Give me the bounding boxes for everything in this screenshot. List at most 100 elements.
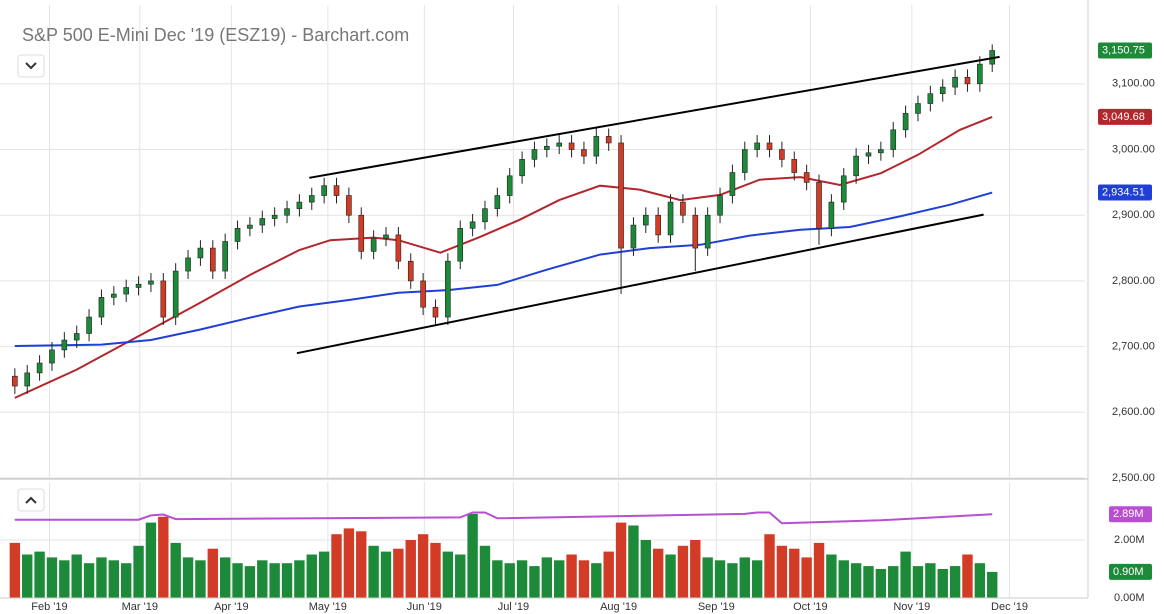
- volume-bar: [442, 551, 454, 598]
- volume-bar: [158, 516, 169, 598]
- volume-bar: [640, 540, 651, 598]
- volume-bar: [529, 566, 540, 598]
- x-tick-label: Oct '19: [793, 601, 828, 613]
- volume-bar: [83, 563, 95, 598]
- candle-body: [49, 349, 55, 364]
- volume-bar: [789, 548, 800, 598]
- y-tick-label: 2,700.00: [1112, 341, 1155, 353]
- volume-bar: [925, 563, 936, 598]
- volume-bar: [145, 522, 157, 598]
- volume-bar: [677, 545, 689, 598]
- candle-body: [160, 280, 167, 318]
- volume-bar: [257, 560, 268, 598]
- volume-bar: [46, 557, 58, 598]
- candle-body: [618, 142, 624, 249]
- candle-body: [469, 221, 476, 229]
- candle-body: [395, 234, 402, 262]
- volume-bar: [294, 560, 305, 598]
- marks: [9, 44, 1000, 598]
- x-tick-label: Nov '19: [893, 601, 930, 613]
- volume-bar: [306, 554, 317, 598]
- candle-body: [506, 175, 513, 196]
- volume-bar: [739, 557, 750, 598]
- candle-body: [779, 149, 785, 160]
- volume-bar: [170, 542, 181, 598]
- candle-body: [556, 142, 563, 147]
- candle-body: [692, 214, 699, 249]
- volume-bar: [269, 563, 280, 598]
- volume-bar: [393, 548, 404, 598]
- volume-bar: [207, 548, 218, 598]
- candle-body: [284, 208, 290, 216]
- candle-body: [494, 195, 501, 209]
- volume-bar: [479, 545, 491, 598]
- x-tick-label: Mar '19: [122, 601, 158, 613]
- candle-body: [36, 362, 43, 374]
- volume-bar: [888, 566, 899, 598]
- x-tick-label: Aug '19: [600, 601, 637, 613]
- candle-body: [605, 136, 612, 144]
- candle-body: [61, 339, 68, 351]
- candle-body: [308, 195, 315, 203]
- collapse-volume-button[interactable]: [17, 488, 45, 512]
- candle-body: [123, 287, 129, 295]
- x-tick-label: Jul '19: [498, 601, 529, 613]
- candle-body: [234, 228, 241, 242]
- candle-body: [247, 224, 253, 229]
- volume-bar: [71, 554, 82, 598]
- labels: Feb '19 Mar '19 Apr '19 May '19 Jun '19 Jul '…: [31, 42, 1155, 613]
- y-tick-label: 2,900.00: [1112, 209, 1155, 221]
- candle-body: [98, 297, 105, 318]
- volume-bar: [578, 560, 590, 598]
- volume-bar: [937, 569, 948, 598]
- volume-bar: [195, 560, 206, 598]
- candle-body: [630, 224, 637, 249]
- candle-body: [321, 185, 327, 196]
- volume-bar: [467, 513, 478, 598]
- volume-bar: [813, 542, 825, 598]
- candle-body: [643, 214, 649, 226]
- volume-tick-label: 2.00M: [1114, 534, 1145, 546]
- volume-bar: [554, 560, 565, 598]
- candle-body: [358, 214, 365, 252]
- value-box: [1098, 42, 1152, 59]
- candle-body: [977, 63, 983, 85]
- volume-bar: [801, 557, 812, 598]
- candle-body: [952, 76, 958, 88]
- volume-bar: [615, 522, 627, 598]
- volume-bar: [591, 563, 602, 598]
- moving-average: [14, 191, 993, 347]
- volume-bar: [764, 534, 775, 598]
- volume-bar: [331, 534, 342, 598]
- candle-body: [519, 159, 525, 177]
- volume-bar: [776, 545, 788, 598]
- candle-body: [964, 76, 971, 85]
- trend-line: [309, 55, 1000, 179]
- candle-body: [853, 155, 859, 177]
- x-tick-label: May '19: [309, 601, 347, 613]
- volume-bar: [603, 551, 614, 598]
- volume-bar: [343, 528, 355, 598]
- candle-body: [432, 306, 439, 318]
- chart-title: S&P 500 E-Mini Dec '19 (ESZ19) - Barchar…: [22, 25, 409, 45]
- candle-body: [729, 172, 736, 196]
- candle-body: [754, 142, 760, 150]
- candle-body: [890, 129, 897, 150]
- candle-body: [148, 280, 154, 285]
- candle-body: [197, 247, 204, 259]
- candle-body: [222, 241, 228, 272]
- collapse-button[interactable]: [17, 54, 45, 78]
- volume-bar: [430, 542, 441, 598]
- value-box: [1109, 563, 1152, 580]
- volume-bar: [652, 548, 664, 598]
- volume-bar: [318, 551, 330, 598]
- candle-body: [271, 214, 278, 219]
- candle-body: [185, 257, 191, 272]
- y-tick-label: 2,500.00: [1112, 472, 1155, 484]
- volume-bar: [133, 545, 144, 598]
- volume-bar: [120, 563, 132, 598]
- volume-bar: [850, 563, 862, 598]
- candle-body: [902, 113, 909, 131]
- candle-body: [135, 283, 142, 288]
